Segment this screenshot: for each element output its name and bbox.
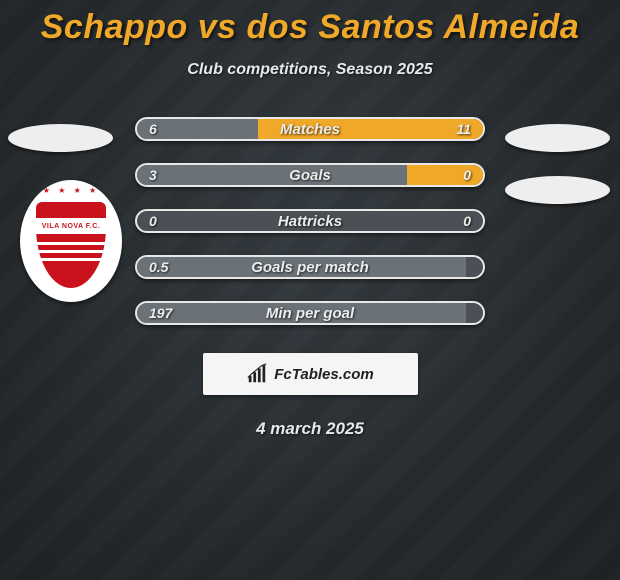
date-text: 4 march 2025 (0, 419, 620, 439)
stat-row-hattricks: 0 Hattricks 0 (135, 209, 485, 233)
stat-right-value: 0 (463, 211, 471, 231)
brand-text: FcTables.com (274, 366, 373, 383)
player-right-placeholder-2 (505, 176, 610, 204)
club-badge: ★ ★ ★ ★ VILA NOVA F.C. (20, 180, 122, 302)
stat-right-value: 0 (463, 165, 471, 185)
stat-row-min-per-goal: 197 Min per goal (135, 301, 485, 325)
stat-row-goals-per-match: 0.5 Goals per match (135, 255, 485, 279)
subtitle: Club competitions, Season 2025 (0, 61, 620, 79)
stat-label: Min per goal (137, 303, 483, 323)
badge-stripe (36, 242, 106, 245)
stat-label: Goals (137, 165, 483, 185)
stat-label: Goals per match (137, 257, 483, 277)
stat-label: Matches (137, 119, 483, 139)
badge-stripe (36, 250, 106, 253)
badge-text: VILA NOVA F.C. (36, 218, 106, 234)
stat-row-matches: 6 Matches 11 (135, 117, 485, 141)
badge-stars: ★ ★ ★ ★ (20, 186, 122, 195)
badge-stripe (36, 258, 106, 261)
brand-logo: FcTables.com (203, 353, 418, 395)
stat-label: Hattricks (137, 211, 483, 231)
stat-row-goals: 3 Goals 0 (135, 163, 485, 187)
player-right-placeholder-1 (505, 124, 610, 152)
player-left-placeholder (8, 124, 113, 152)
page-title: Schappo vs dos Santos Almeida (0, 0, 620, 47)
chart-icon (246, 363, 268, 385)
comparison-card: Schappo vs dos Santos Almeida Club compe… (0, 0, 620, 580)
stat-right-value: 11 (456, 119, 471, 139)
